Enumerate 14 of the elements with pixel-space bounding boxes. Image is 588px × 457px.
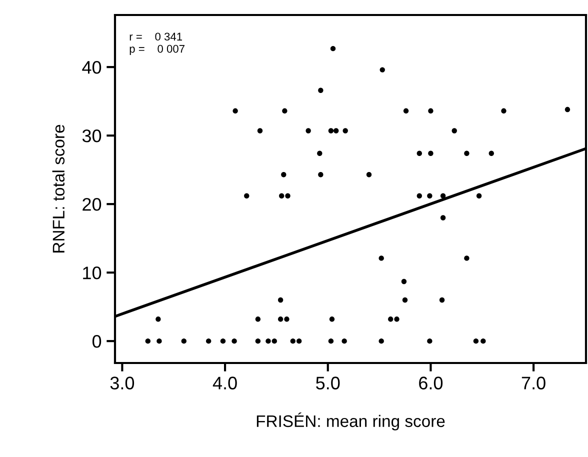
- x-tick-label: 3.0: [110, 376, 134, 390]
- annotation: p = 0 007: [130, 44, 184, 55]
- x-tick-label: 6.0: [419, 376, 443, 390]
- y-tick-label: 0: [92, 335, 102, 348]
- y-tick-label: 30: [82, 130, 102, 142]
- y-tick-label: 10: [83, 266, 102, 280]
- x-tick-label: 7.0: [522, 376, 546, 390]
- y-axis-title: RNFL: total score: [52, 124, 65, 252]
- y-tick-label: 40: [82, 60, 102, 74]
- annotation: r = 0 341: [130, 32, 182, 41]
- x-tick-label: 4.0: [212, 376, 237, 390]
- x-tick-label: 5.0: [316, 376, 340, 390]
- x-axis-title: FRISÉN: mean ring score: [256, 412, 445, 430]
- y-tick-label: 20: [82, 198, 102, 211]
